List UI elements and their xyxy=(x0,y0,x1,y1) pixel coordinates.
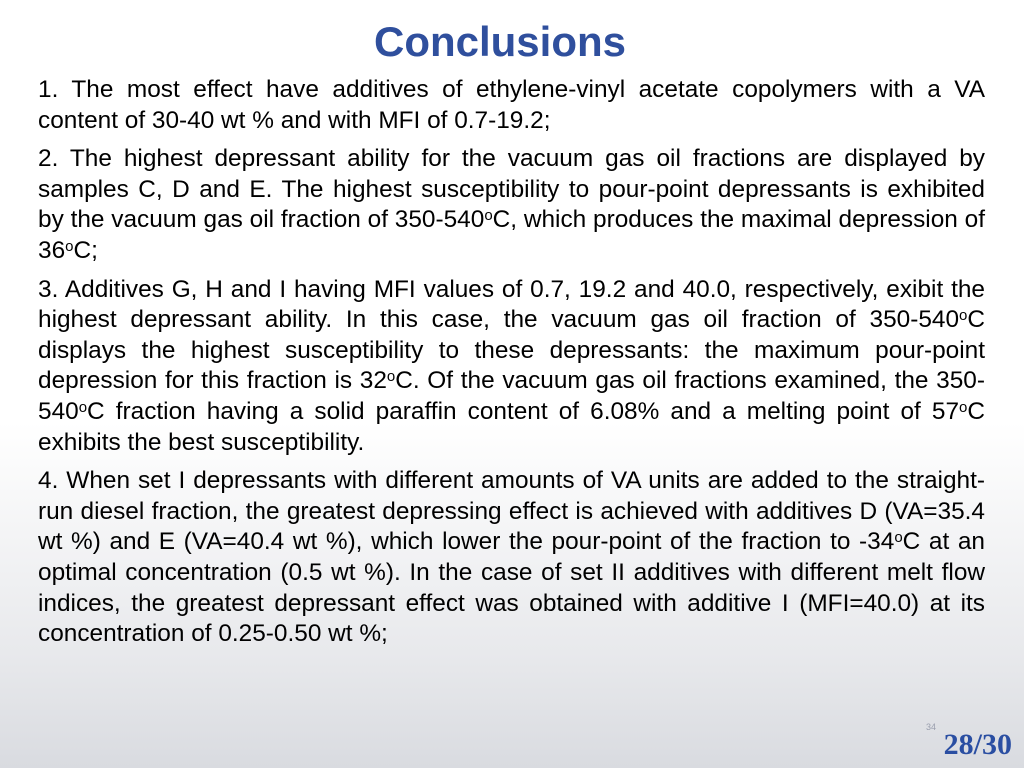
paragraph-text: C; xyxy=(73,236,98,264)
conclusions-list: 1. The most effect have additives of eth… xyxy=(38,75,985,658)
degree-superscript: o xyxy=(78,398,88,416)
paragraph-text: C. Of the vacuum gas oil fractions exami… xyxy=(38,367,985,425)
conclusion-item-2: 2. The highest depressant ability for th… xyxy=(38,144,985,266)
paragraph-text: 1. The most effect have additives of eth… xyxy=(38,76,985,134)
paragraph-text: 4. When set I depressants with different… xyxy=(38,467,985,556)
slide-title: Conclusions xyxy=(373,18,627,65)
degree-superscript: o xyxy=(959,398,968,416)
degree-superscript: o xyxy=(65,237,74,255)
paragraph-text: C displays the highest susceptibility to… xyxy=(38,306,985,395)
page-number: 28/30 xyxy=(943,728,1012,761)
degree-superscript: o xyxy=(484,207,493,225)
degree-superscript: o xyxy=(386,368,396,386)
slide-small-number: 34 xyxy=(925,722,936,732)
conclusion-item-4: 4. When set I depressants with different… xyxy=(38,466,985,650)
paragraph-text: C exhibits the best susceptibility. xyxy=(38,397,985,456)
degree-superscript: o xyxy=(894,529,903,547)
paragraph-text: C at an optimal concentration (0.5 wt %)… xyxy=(38,528,985,648)
paragraph-text: C, which produces the maximal depression… xyxy=(38,206,985,264)
degree-superscript: o xyxy=(959,307,968,325)
paragraph-text: 2. The highest depressant ability for th… xyxy=(38,145,985,234)
paragraph-text: 3. Additives G, H and I having MFI value… xyxy=(38,275,985,334)
paragraph-text: C fraction having a solid paraffin conte… xyxy=(87,397,960,425)
conclusion-item-1: 1. The most effect have additives of eth… xyxy=(38,75,985,136)
conclusion-item-3: 3. Additives G, H and I having MFI value… xyxy=(38,275,985,459)
